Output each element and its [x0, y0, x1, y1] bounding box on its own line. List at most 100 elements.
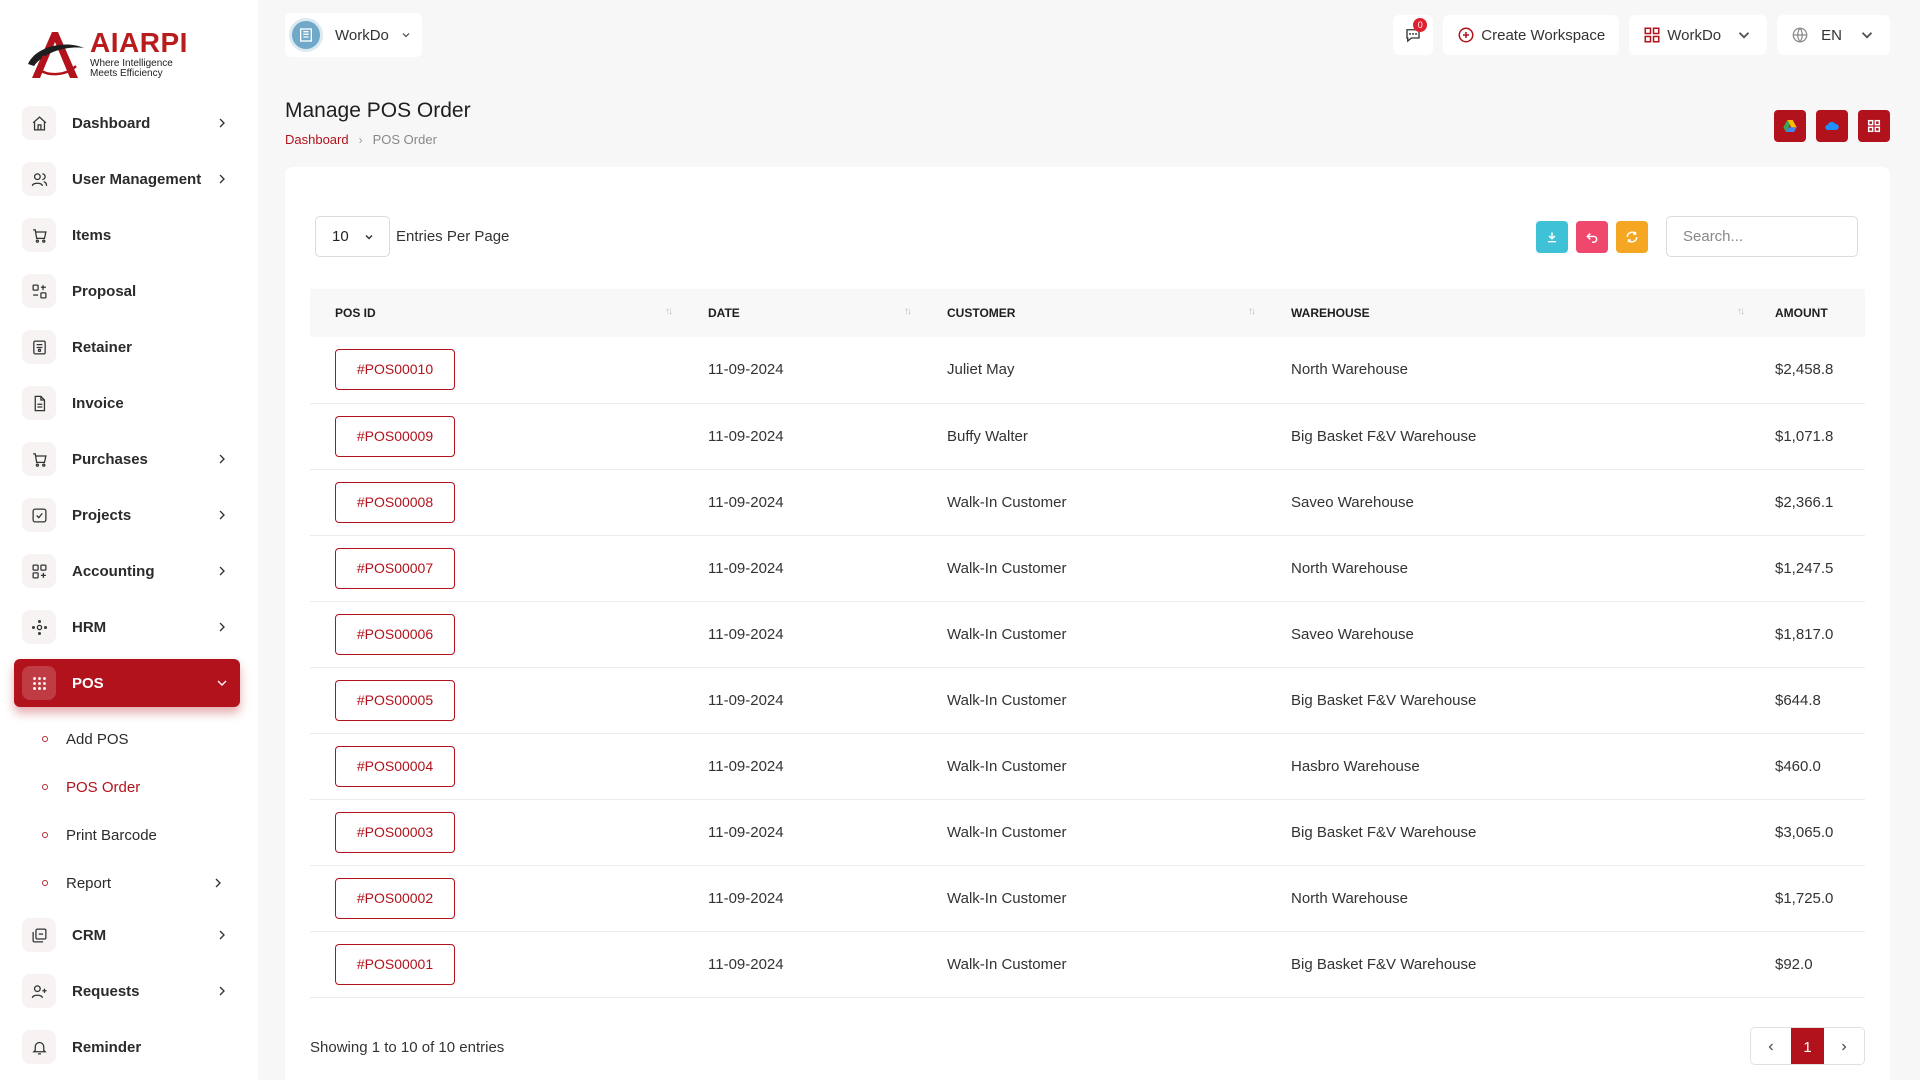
sidebar-item-crm[interactable]: CRM	[14, 911, 240, 959]
column-header-customer[interactable]: CUSTOMER ↑↓	[947, 306, 1256, 320]
sidebar: AIARPI Where Intelligence Meets Efficien…	[0, 0, 258, 1080]
pos-id-link[interactable]: #POS00002	[335, 877, 455, 919]
refresh-icon	[1626, 231, 1638, 242]
chevron-right-icon	[215, 878, 221, 888]
create-workspace-button[interactable]: Create Workspace	[1443, 15, 1620, 55]
sidebar-item-retainer[interactable]: Retainer	[14, 323, 240, 371]
pos-id-link[interactable]: #POS00010	[335, 349, 455, 391]
workspace-name: WorkDo	[335, 26, 389, 44]
pos-id-link[interactable]: #POS00001	[335, 943, 455, 985]
sidebar-item-items[interactable]: Items	[14, 211, 240, 259]
cell-amount: $1,071.8	[1755, 403, 1865, 470]
submenu-item-label: POS Order	[66, 778, 141, 796]
chevron-left-icon	[1768, 1043, 1773, 1051]
sidebar-item-invoice[interactable]: Invoice	[14, 379, 240, 427]
sidebar-item-user-management[interactable]: User Management	[14, 155, 240, 203]
column-header-warehouse[interactable]: WAREHOUSE ↑↓	[1291, 306, 1745, 320]
onedrive-button[interactable]	[1816, 110, 1848, 142]
submenu-item-report[interactable]: Report	[14, 859, 240, 907]
previous-page-button[interactable]	[1751, 1028, 1791, 1064]
pos-id-link[interactable]: #POS00007	[335, 547, 455, 589]
sidebar-item-dashboard[interactable]: Dashboard	[14, 99, 240, 147]
cell-warehouse: Big Basket F&V Warehouse	[1266, 931, 1755, 998]
user-plus-icon	[22, 974, 56, 1008]
sidebar-item-purchases[interactable]: Purchases	[14, 435, 240, 483]
brand-name: AIARPI	[90, 27, 188, 58]
undo-icon	[1586, 232, 1598, 243]
chevron-right-icon	[219, 118, 225, 128]
entries-per-page-select[interactable]: 10	[315, 216, 390, 257]
sidebar-item-accounting[interactable]: Accounting	[14, 547, 240, 595]
column-header-pos-id[interactable]: POS ID ↑↓	[335, 306, 673, 320]
bullet-icon	[42, 832, 48, 838]
sort-icon: ↑↓	[904, 306, 912, 317]
google-drive-icon	[1783, 120, 1797, 132]
column-header-amount[interactable]: AMOUNT	[1775, 306, 1828, 320]
breadcrumb-dashboard-link[interactable]: Dashboard	[285, 132, 349, 147]
sidebar-item-reminder[interactable]: Reminder	[14, 1023, 240, 1071]
export-button[interactable]	[1536, 220, 1568, 253]
cell-date: 11-09-2024	[683, 931, 922, 998]
download-icon	[1547, 231, 1557, 242]
grid-view-button[interactable]	[1858, 110, 1890, 142]
sidebar-item-projects[interactable]: Projects	[14, 491, 240, 539]
table-row: #POS00006 11-09-2024 Walk-In Customer Sa…	[310, 601, 1865, 668]
pos-id-link[interactable]: #POS00006	[335, 613, 455, 655]
check-square-icon	[22, 498, 56, 532]
pos-submenu: Add POS POS Order Print Barcode Report	[14, 715, 240, 907]
submenu-item-pos-order[interactable]: POS Order	[14, 763, 240, 811]
sidebar-item-label: User Management	[72, 170, 202, 188]
onedrive-cloud-icon	[1825, 121, 1839, 130]
breadcrumb: Dashboard › POS Order	[285, 132, 437, 147]
page-number-button[interactable]: 1	[1791, 1028, 1824, 1064]
next-page-button[interactable]	[1824, 1028, 1864, 1064]
chevron-right-icon	[219, 930, 225, 940]
cell-warehouse: North Warehouse	[1266, 535, 1755, 602]
brand-logo[interactable]: AIARPI Where Intelligence Meets Efficien…	[26, 26, 206, 82]
cell-warehouse: Saveo Warehouse	[1266, 469, 1755, 536]
pos-id-link[interactable]: #POS00005	[335, 679, 455, 721]
sidebar-item-label: Purchases	[72, 450, 148, 468]
language-selector[interactable]: EN	[1777, 15, 1890, 55]
chevron-down-icon	[365, 234, 373, 240]
pos-id-link[interactable]: #POS00008	[335, 481, 455, 523]
messages-button[interactable]: 0	[1393, 15, 1434, 55]
pos-id-link[interactable]: #POS00009	[335, 415, 455, 457]
grid-plus-icon	[22, 554, 56, 588]
cell-date: 11-09-2024	[683, 733, 922, 800]
pagination: 1	[1750, 1027, 1865, 1065]
sidebar-item-label: Accounting	[72, 562, 155, 580]
sidebar-item-label: Projects	[72, 506, 132, 524]
cell-amount: $1,817.0	[1755, 601, 1865, 668]
chevron-right-icon	[219, 454, 225, 464]
sidebar-item-label: CRM	[72, 926, 107, 944]
table-row: #POS00005 11-09-2024 Walk-In Customer Bi…	[310, 667, 1865, 734]
submenu-item-print-barcode[interactable]: Print Barcode	[14, 811, 240, 859]
pos-id-link[interactable]: #POS00004	[335, 745, 455, 787]
pagination-summary: Showing 1 to 10 of 10 entries	[310, 1039, 505, 1056]
table-tools	[1536, 216, 1858, 257]
sidebar-item-requests[interactable]: Requests	[14, 967, 240, 1015]
page-header-actions	[1774, 110, 1890, 142]
reset-button[interactable]	[1576, 220, 1608, 253]
workspace-switcher[interactable]: WorkDo	[285, 13, 422, 57]
reload-button[interactable]	[1616, 220, 1648, 253]
column-header-date[interactable]: DATE ↑↓	[708, 306, 912, 320]
cart-icon	[22, 218, 56, 252]
grid-icon	[1867, 119, 1881, 133]
sidebar-item-label: Reminder	[72, 1038, 142, 1056]
cell-date: 11-09-2024	[683, 601, 922, 668]
pos-id-link[interactable]: #POS00003	[335, 811, 455, 853]
globe-icon	[1792, 27, 1808, 43]
sidebar-item-hrm[interactable]: HRM	[14, 603, 240, 651]
sidebar-item-pos[interactable]: POS	[14, 659, 240, 707]
table-row: #POS00008 11-09-2024 Walk-In Customer Sa…	[310, 469, 1865, 536]
submenu-item-add-pos[interactable]: Add POS	[14, 715, 240, 763]
sidebar-item-proposal[interactable]: Proposal	[14, 267, 240, 315]
cell-customer: Walk-In Customer	[922, 535, 1266, 602]
search-input[interactable]	[1666, 216, 1858, 257]
google-drive-button[interactable]	[1774, 110, 1806, 142]
pos-order-table: POS ID ↑↓ DATE ↑↓ CUSTOMER ↑↓ WAREHOUSE ↑↓ A…	[310, 289, 1865, 998]
workspace-menu-button[interactable]: WorkDo	[1629, 15, 1768, 55]
workspace-menu-label: WorkDo	[1667, 26, 1722, 44]
